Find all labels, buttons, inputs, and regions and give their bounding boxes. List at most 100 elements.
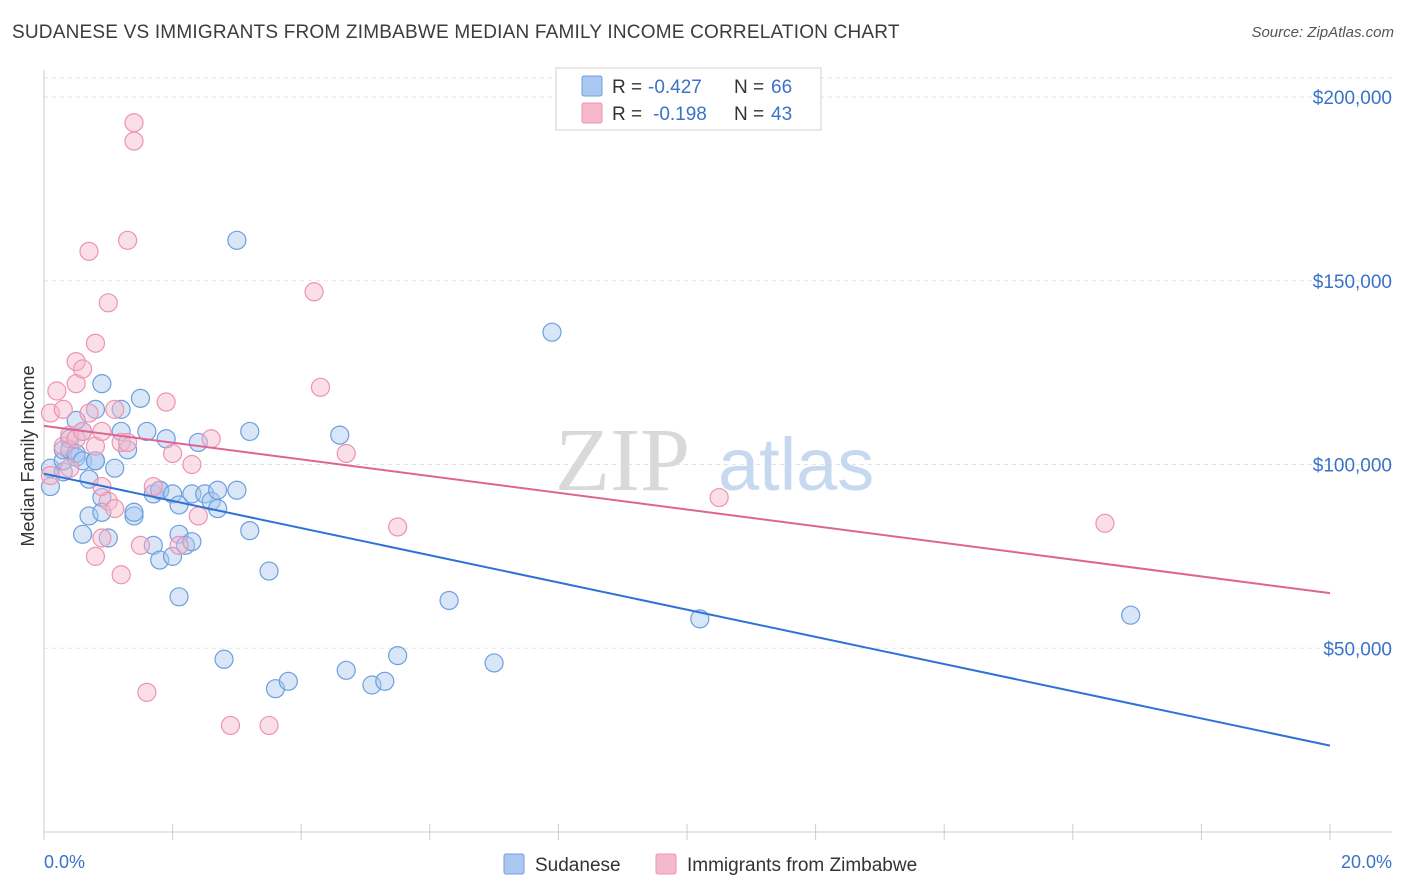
legend-n-value-1: 66 [771, 77, 792, 98]
source-credit: Source: ZipAtlas.com [1251, 24, 1394, 41]
zimbabwe-point [220, 715, 241, 736]
sudanese-point [163, 484, 183, 504]
zimbabwe-point [163, 443, 183, 464]
sudanese-point [208, 480, 228, 500]
sudanese-point [111, 399, 131, 419]
zimbabwe-point [124, 113, 144, 133]
x-tick-label-min: 0.0% [44, 852, 85, 872]
sudanese-point [150, 480, 170, 500]
gridlines [44, 77, 1392, 649]
zimbabwe-point [60, 458, 80, 478]
legend-r-label-2: R = [612, 104, 642, 125]
zimbabwe-point [117, 230, 138, 250]
zimbabwe-point [105, 399, 125, 419]
sudanese-point [92, 487, 112, 508]
sudanese-point [439, 590, 459, 611]
y-axis-label: Median Family Income [18, 365, 38, 546]
zimbabwe-point [1095, 513, 1115, 533]
zimbabwe-point [130, 535, 151, 555]
legend-bottom: Sudanese Immigrants from Zimbabwe [503, 853, 917, 876]
zimbabwe-point [709, 487, 729, 508]
zimbabwe-point [304, 282, 324, 302]
sudanese-point [137, 421, 157, 442]
zimbabwe-point [188, 506, 208, 526]
sudanese-point [1121, 605, 1141, 625]
zimbabwe-point [105, 499, 125, 519]
sudanese-point [201, 491, 221, 511]
zimbabwe-point [79, 403, 99, 423]
legend-n-label-2: N = [734, 104, 764, 125]
zimbabwe-point [137, 682, 157, 702]
legend-r-value-1: -0.427 [648, 77, 702, 98]
sudanese-point [175, 535, 196, 555]
zimbabwe-point [79, 241, 99, 261]
sudanese-point [542, 322, 562, 342]
y-tick-label: $50,000 [1323, 639, 1392, 660]
zimbabwe-point [98, 293, 118, 313]
zimbabwe-point [201, 429, 221, 449]
sudanese-point [150, 550, 170, 570]
legend-n-value-2: 43 [771, 104, 792, 125]
zimbabwe-point [143, 476, 163, 497]
watermark-zip: ZIP [555, 411, 690, 510]
sudanese-point [182, 532, 202, 552]
y-tick-label: $200,000 [1313, 88, 1392, 109]
y-tick-label: $150,000 [1313, 272, 1392, 293]
y-axis-ticks: $50,000 $100,000 $150,000 $200,000 [1313, 88, 1392, 660]
sudanese-point [227, 480, 247, 500]
sudanese-point [195, 484, 215, 504]
sudanese-point [259, 561, 279, 581]
sudanese-point [240, 521, 260, 541]
zimbabwe-point [53, 399, 73, 419]
sudanese-point [72, 524, 93, 544]
zimbabwe-point [72, 359, 93, 379]
zimbabwe-point [111, 432, 131, 453]
bottom-legend-label-zimbabwe: Immigrants from Zimbabwe [687, 855, 917, 876]
sudanese-point [79, 506, 99, 526]
sudanese-point [227, 230, 247, 250]
x-tick-label-max: 20.0% [1341, 852, 1392, 872]
zimbabwe-point [259, 715, 279, 736]
zimbabwe-point [156, 392, 176, 412]
zimbabwe-point [111, 565, 131, 585]
zimbabwe-point [98, 491, 118, 511]
zimbabwe-points [40, 113, 1115, 736]
sudanese-point [169, 587, 189, 607]
sudanese-point [375, 671, 395, 691]
sudanese-point [240, 421, 260, 442]
bottom-legend-label-sudanese: Sudanese [535, 855, 621, 876]
x-axis-ticks: 0.0% 20.0% [43, 824, 1392, 872]
sudanese-point [130, 388, 151, 408]
legend-swatch-sudanese [581, 75, 603, 97]
legend-r-value-2: -0.198 [653, 104, 707, 125]
sudanese-point [484, 653, 504, 673]
legend-r-label-1: R = [612, 77, 642, 98]
legend-swatch-zimbabwe [581, 102, 603, 124]
sudanese-point [214, 649, 234, 669]
zimbabwe-point [47, 381, 67, 401]
bottom-legend-swatch-sudanese [503, 853, 525, 875]
sudanese-point [105, 458, 125, 478]
sudanese-point [330, 425, 350, 445]
sudanese-point [85, 451, 106, 471]
sudanese-point [278, 671, 298, 691]
watermark: ZIP atlas [555, 411, 874, 510]
sudanese-point [92, 374, 112, 394]
zimbabwe-point [85, 546, 106, 566]
zimbabwe-point [40, 403, 61, 423]
legend-top: R = -0.427 N = 66 R = -0.198 N = 43 [555, 67, 822, 131]
watermark-atlas: atlas [718, 423, 874, 506]
sudanese-point [85, 399, 106, 419]
zimbabwe-point [92, 528, 112, 548]
sudanese-point [388, 645, 408, 666]
zimbabwe-point [310, 377, 331, 397]
zimbabwe-point [182, 454, 202, 475]
zimbabwe-point [169, 535, 189, 555]
legend-n-label-1: N = [734, 77, 764, 98]
zimbabwe-trend-line [43, 424, 1331, 595]
sudanese-point [92, 502, 112, 522]
zimbabwe-point [66, 352, 86, 372]
zimbabwe-point [92, 421, 112, 442]
zimbabwe-point [388, 517, 408, 537]
